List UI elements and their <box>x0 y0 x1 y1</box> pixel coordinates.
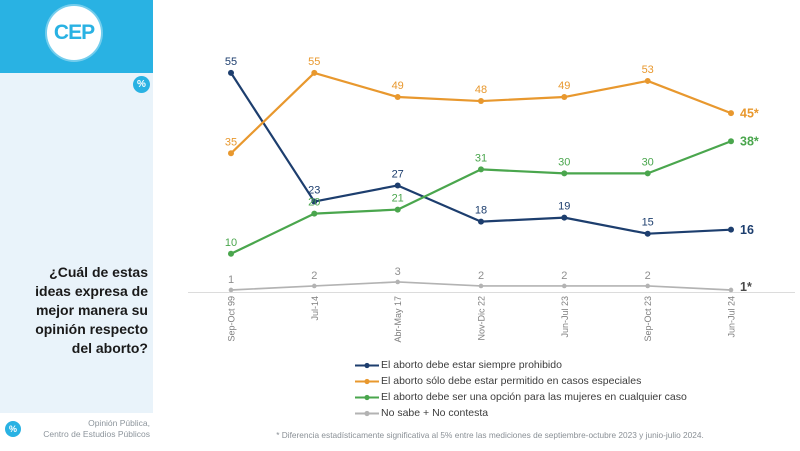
x-tick-label: Sep-Oct 23 <box>643 296 653 342</box>
data-point <box>228 250 234 257</box>
data-point <box>644 230 651 237</box>
data-point <box>478 98 484 105</box>
value-label: 55 <box>225 56 237 68</box>
source-credit: Opinión Pública, Centro de Estudios Públ… <box>43 418 150 439</box>
opinion-trend-line-chart: Sep-Oct 99 Jul-14 Abr-May 17 Nov-Dic 22 Jun-… <box>188 56 795 343</box>
value-label: 15 <box>642 217 654 229</box>
value-label: 21 <box>392 193 404 205</box>
end-value-label: 45* <box>740 107 759 121</box>
sidebar-header: CEP <box>0 0 153 73</box>
value-label: 2 <box>311 270 317 282</box>
data-point <box>561 214 568 221</box>
data-point <box>311 69 318 76</box>
value-label: 30 <box>558 156 570 168</box>
data-point <box>311 198 318 205</box>
value-label: 3 <box>395 266 401 278</box>
value-label: 2 <box>478 270 484 282</box>
value-label: 18 <box>475 205 487 217</box>
x-tick-label: Jul-14 <box>310 296 320 321</box>
value-label: 49 <box>558 80 570 92</box>
legend-label: El aborto debe estar siempre prohibido <box>381 359 562 371</box>
data-point <box>478 166 484 173</box>
end-value-label: 1* <box>740 280 752 294</box>
data-point <box>728 287 734 293</box>
data-point <box>562 283 567 289</box>
percent-icon: % <box>133 76 150 93</box>
data-point <box>561 170 568 177</box>
value-label: 1 <box>228 274 234 286</box>
data-point <box>728 110 734 117</box>
legend-item-1: El aborto sólo debe estar permitido en c… <box>355 373 687 389</box>
x-tick-label: Jun-Jul 23 <box>560 296 570 338</box>
data-point <box>728 138 734 145</box>
value-label: 23 <box>308 185 320 197</box>
value-label: 55 <box>308 56 320 68</box>
x-tick-label: Sep-Oct 99 <box>227 296 237 342</box>
end-value-label: 16 <box>740 223 754 237</box>
data-point <box>395 279 400 285</box>
value-label: 35 <box>225 136 237 148</box>
legend-marker-icon <box>355 394 379 400</box>
value-label: 2 <box>645 270 651 282</box>
data-point <box>728 226 734 233</box>
chart-legend: El aborto debe estar siempre prohibido El… <box>355 357 687 421</box>
legend-marker-icon <box>355 410 379 416</box>
data-point <box>644 77 651 84</box>
data-point <box>644 170 651 177</box>
x-tick-label: Jun-Jul 24 <box>727 296 737 338</box>
value-label: 30 <box>642 156 654 168</box>
legend-label: El aborto debe ser una opción para las m… <box>381 391 687 403</box>
value-label: 53 <box>642 64 654 76</box>
data-point <box>394 206 401 213</box>
survey-question: ¿Cuál de estas ideas expresa de mejor ma… <box>35 264 148 356</box>
legend-marker-icon <box>355 362 379 368</box>
x-tick-label: Nov-Dic 22 <box>477 296 487 341</box>
value-label: 49 <box>392 80 404 92</box>
data-point <box>228 69 234 76</box>
value-label: 31 <box>475 152 487 164</box>
legend-item-0: El aborto debe estar siempre prohibido <box>355 357 687 373</box>
cep-logo: CEP <box>47 6 101 60</box>
data-point <box>561 94 568 101</box>
data-point <box>394 94 401 101</box>
percent-icon: % <box>5 421 21 437</box>
x-tick-label: Abr-May 17 <box>393 296 403 343</box>
value-label: 48 <box>475 84 487 96</box>
value-label: 27 <box>392 168 404 180</box>
significance-footnote: * Diferencia estadísticamente significat… <box>276 430 704 440</box>
data-point <box>478 283 484 289</box>
data-point <box>311 210 318 217</box>
legend-label: No sabe + No contesta <box>381 407 489 419</box>
data-point <box>312 283 317 289</box>
value-label: 19 <box>558 201 570 213</box>
sidebar-panel: ¿Cuál de estas ideas expresa de mejor ma… <box>0 73 153 413</box>
legend-marker-icon <box>355 378 379 384</box>
legend-item-2: El aborto debe ser una opción para las m… <box>355 389 687 405</box>
end-value-label: 38* <box>740 135 759 149</box>
chart-area: Sep-Oct 99 Jul-14 Abr-May 17 Nov-Dic 22 Jun-… <box>170 25 800 355</box>
data-point <box>228 150 234 157</box>
data-point <box>394 182 401 189</box>
data-point <box>478 218 484 225</box>
value-label: 20 <box>308 197 320 209</box>
legend-item-3: No sabe + No contesta <box>355 405 687 421</box>
data-point <box>228 287 234 293</box>
cep-logo-text: CEP <box>53 21 95 44</box>
data-point <box>645 283 650 289</box>
legend-label: El aborto sólo debe estar permitido en c… <box>381 375 642 387</box>
value-label: 2 <box>561 270 567 282</box>
value-label: 10 <box>225 237 237 249</box>
